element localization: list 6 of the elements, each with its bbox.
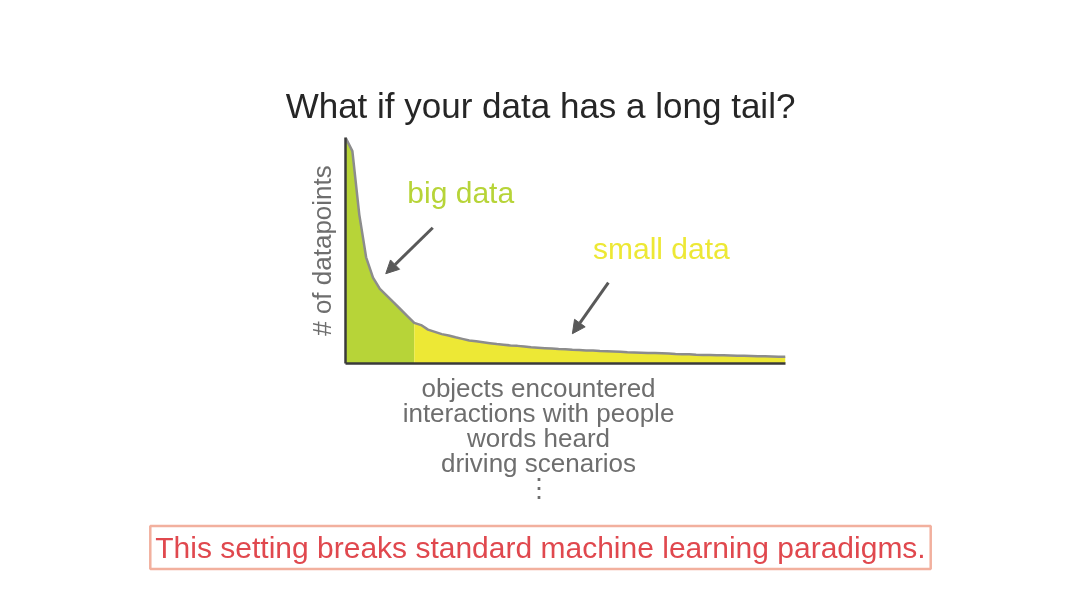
- series-label: big data: [407, 176, 515, 210]
- y-axis-title: # of datapoints: [306, 165, 337, 336]
- chart-title: What if your data has a long tail?: [285, 86, 796, 125]
- text: small data: [593, 232, 731, 266]
- x-axis-title: objects encountered interactions with people words heard driving scenarios ⋮: [402, 372, 675, 503]
- text: This setting breaks standard machine learning paradigms.: [155, 531, 926, 564]
